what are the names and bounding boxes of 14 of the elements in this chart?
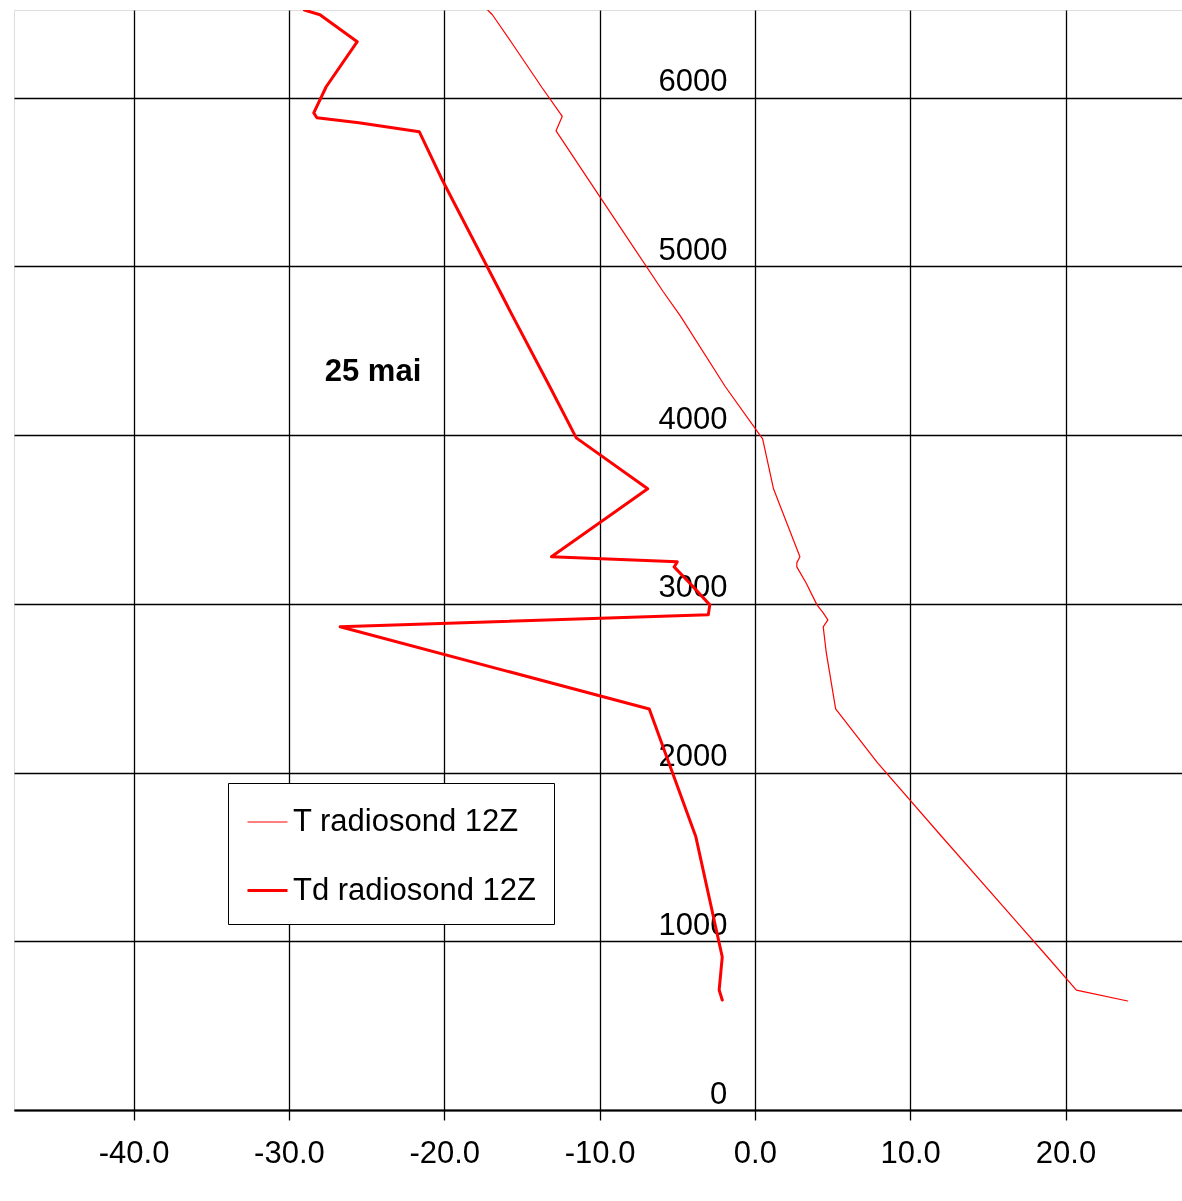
x-tick-label: 10.0: [880, 1134, 941, 1170]
x-tick-label: -10.0: [564, 1134, 636, 1170]
x-tick-label: -30.0: [254, 1134, 325, 1170]
legend-label: T radiosond 12Z: [293, 803, 519, 838]
y-tick-label: 4000: [658, 400, 728, 436]
x-tick-label: -40.0: [98, 1134, 170, 1170]
y-tick-label: 6000: [658, 63, 728, 99]
y-tick-label: 0: [710, 1075, 728, 1111]
x-tick-label: -20.0: [409, 1134, 481, 1170]
x-tick-label: 0.0: [733, 1134, 777, 1170]
legend-label: Td radiosond 12Z: [293, 871, 536, 907]
x-tick-label: 20.0: [1035, 1134, 1097, 1170]
annotation: 25 mai: [324, 353, 422, 388]
y-tick-label: 5000: [658, 231, 728, 267]
